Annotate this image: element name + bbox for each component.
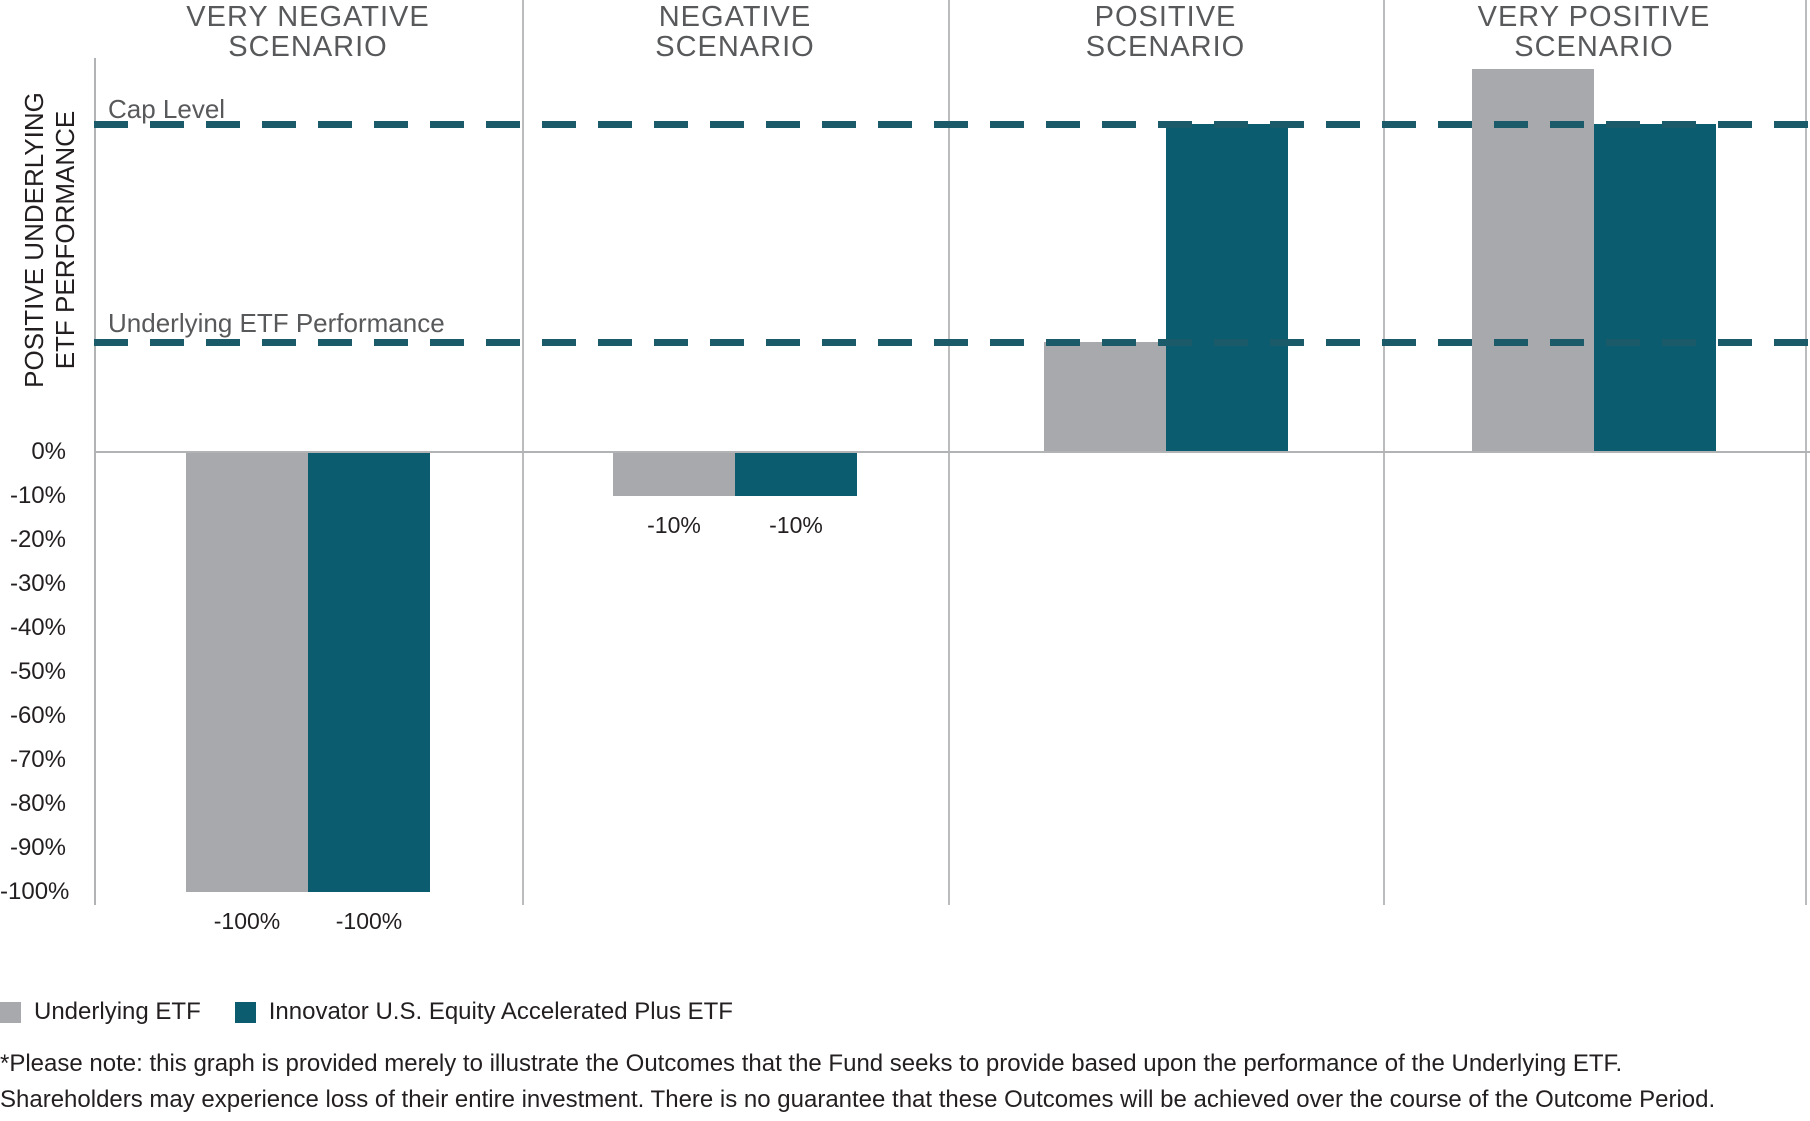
panel-title-line: SCENARIO [655,31,815,63]
y-tick--100%: -100% [0,879,80,905]
bar-innovator-very-positive [1594,124,1716,452]
y-axis-title: POSITIVE UNDERLYING ETF PERFORMANCE [19,70,81,410]
legend: Underlying ETF Innovator U.S. Equity Acc… [0,997,733,1027]
panel-title-very-positive: VERY POSITIVE SCENARIO [1478,2,1711,62]
bar-value-label-innovator-negative: -10% [769,512,823,538]
y-tick--40%: -40% [0,615,80,641]
y-tick-0%: 0% [0,439,80,465]
panel-title-line: POSITIVE [1094,1,1237,33]
legend-item-underlying-etf: Underlying ETF [0,998,201,1026]
panel-title-line: VERY NEGATIVE [186,1,430,33]
y-tick--50%: -50% [0,659,80,685]
y-tick-label: -50% [9,658,66,685]
footnote-line-1: *Please note: this graph is provided mer… [0,1050,1623,1077]
y-tick--80%: -80% [0,791,80,817]
y-tick-label: 0% [31,438,66,465]
legend-label-underlying-etf: Underlying ETF [34,998,201,1025]
panel-title-line: VERY POSITIVE [1477,1,1711,33]
bar-innovator-very-negative [308,452,430,892]
bar-underlying-negative [613,452,735,496]
cap-level-label: Cap Level [108,94,226,124]
panel-title-line: SCENARIO [1514,31,1674,63]
y-tick-label: -30% [9,570,66,597]
y-tick-label: -100% [0,878,70,905]
panel-title-line: SCENARIO [228,31,388,63]
footnote: *Please note: this graph is provided mer… [0,1046,1810,1118]
y-tick--10%: -10% [0,483,80,509]
y-tick--30%: -30% [0,571,80,597]
zero-percent-line [94,451,1810,453]
panel-title-positive: POSITIVE SCENARIO [1086,2,1245,62]
y-axis-title-line-1: POSITIVE UNDERLYING [19,92,49,388]
bar-underlying-very-positive [1472,69,1594,452]
y-tick--20%: -20% [0,527,80,553]
bar-value-label-innovator-very-negative: -100% [335,908,403,934]
y-tick-label: -40% [9,614,66,641]
y-tick-label: -80% [9,790,66,817]
bar-innovator-positive [1165,124,1288,452]
panel-title-line: SCENARIO [1085,31,1246,63]
underlying-etf-performance-label: Underlying ETF Performance [108,308,445,338]
reference-dashed-line-underlying-performance [94,339,1810,346]
legend-item-innovator-etf: Innovator U.S. Equity Accelerated Plus E… [234,998,733,1026]
bar-value-label-underlying-very-negative: -100% [213,908,281,934]
reference-dashed-line-cap-level [94,121,1810,129]
bar-underlying-very-negative [186,452,308,892]
panel-title-line: NEGATIVE [658,1,812,33]
y-tick--90%: -90% [0,835,80,861]
y-tick--70%: -70% [0,747,80,773]
y-tick-label: -60% [9,702,66,729]
y-tick-label: -70% [9,746,66,773]
y-axis-title-line-2: ETF PERFORMANCE [50,110,80,370]
y-tick--60%: -60% [0,703,80,729]
y-tick-label: -10% [9,482,66,509]
y-tick-label: -90% [9,834,66,861]
legend-label-innovator-etf: Innovator U.S. Equity Accelerated Plus E… [268,998,733,1025]
footnote-line-2: Shareholders may experience loss of thei… [0,1086,1716,1113]
underlying-etf-swatch-icon [0,1001,21,1023]
y-axis-line [94,58,96,905]
panel-title-negative: NEGATIVE SCENARIO [655,2,814,62]
bar-underlying-positive [1043,342,1166,452]
bar-innovator-negative [735,452,857,496]
bar-value-label-underlying-negative: -10% [647,512,701,538]
y-tick-label: -20% [9,526,66,553]
panel-title-very-negative: VERY NEGATIVE SCENARIO [186,2,429,62]
innovator-etf-swatch-icon [234,1001,256,1023]
